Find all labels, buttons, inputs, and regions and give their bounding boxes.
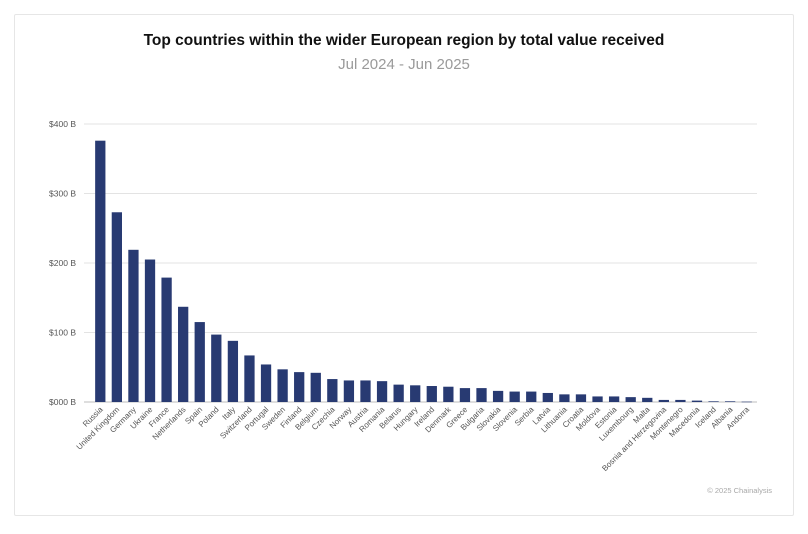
bar xyxy=(327,379,338,402)
y-tick-label: $200 B xyxy=(49,258,76,268)
bar xyxy=(277,369,288,402)
bar xyxy=(476,388,487,402)
bar xyxy=(144,259,156,402)
credit-text: © 2025 Chainalysis xyxy=(707,486,772,495)
bar xyxy=(310,372,321,402)
bar xyxy=(658,399,669,402)
chart-card xyxy=(14,14,794,516)
bar xyxy=(343,380,355,402)
bar xyxy=(211,334,222,402)
bar xyxy=(294,372,305,402)
bar xyxy=(509,391,520,402)
bar xyxy=(675,399,686,402)
bar xyxy=(691,400,703,402)
chart-title: Top countries within the wider European … xyxy=(143,32,665,49)
bar xyxy=(625,397,636,402)
bar xyxy=(376,381,388,402)
chart-subtitle: Jul 2024 - Jun 2025 xyxy=(338,56,470,73)
bar xyxy=(725,401,736,402)
bar xyxy=(227,340,239,402)
bar xyxy=(708,401,719,402)
y-tick-label: $000 B xyxy=(49,397,76,407)
bar xyxy=(608,396,620,402)
bar xyxy=(360,380,371,402)
bar xyxy=(642,397,653,402)
y-tick-label: $400 B xyxy=(49,119,76,129)
bar xyxy=(260,364,272,402)
bar xyxy=(128,249,139,402)
bar xyxy=(161,277,172,402)
bars xyxy=(95,140,752,403)
bar xyxy=(592,396,603,402)
bar xyxy=(244,355,255,402)
y-tick-label: $300 B xyxy=(49,189,76,199)
bar xyxy=(178,306,189,402)
bar xyxy=(542,392,553,402)
bar xyxy=(492,390,504,402)
bar xyxy=(410,385,421,402)
bar xyxy=(741,401,752,403)
bar xyxy=(526,391,537,402)
y-tick-label: $100 B xyxy=(49,328,76,338)
bar xyxy=(443,386,454,402)
bar xyxy=(459,388,471,402)
bar xyxy=(426,386,437,402)
bar xyxy=(194,322,205,402)
bar xyxy=(95,140,106,402)
y-axis-ticks: $000 B $100 B $200 B $300 B $400 B xyxy=(49,119,76,407)
bar xyxy=(393,384,404,403)
x-tick-label: Serbia xyxy=(513,405,536,428)
bar xyxy=(559,394,570,402)
bar xyxy=(111,212,122,402)
bar xyxy=(575,394,587,402)
